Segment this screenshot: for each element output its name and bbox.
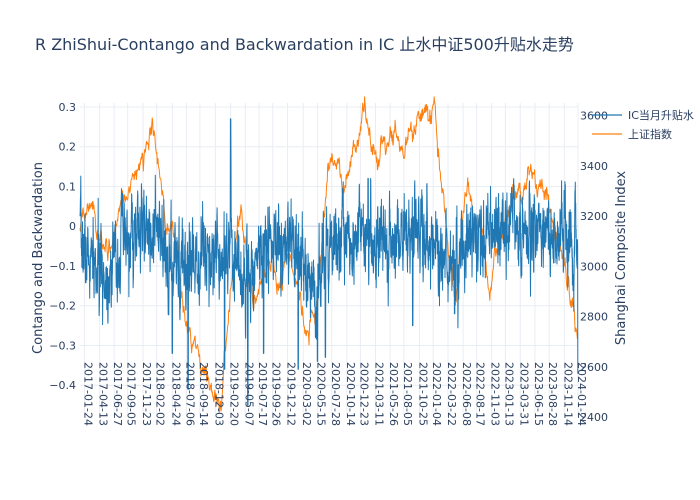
left-tick-label: −0.3: [49, 339, 76, 352]
series-line-contango: [79, 118, 579, 406]
x-tick-label: 2018-02-02: [154, 362, 167, 426]
right-tick-label: 3400: [580, 160, 608, 173]
right-axis: 3600 3400 3200 3000 2800 2600 2400: [580, 110, 608, 424]
right-tick-label: 3200: [580, 210, 608, 223]
x-tick-label: 2017-09-05: [125, 362, 138, 426]
x-tick-label: 2024-01-24: [575, 362, 588, 426]
x-tick-label: 2019-09-26: [270, 362, 283, 426]
x-tick-label: 2019-02-20: [228, 362, 241, 426]
x-tick-label: 2019-05-07: [242, 362, 255, 426]
left-tick-label: −0.2: [49, 300, 76, 313]
legend-item[interactable]: 上证指数: [592, 127, 672, 141]
right-axis-title: Shanghai Composite Index: [614, 171, 629, 346]
x-tick-label: 2020-07-28: [329, 362, 342, 426]
x-tick-label: 2023-06-15: [532, 362, 545, 426]
right-tick-label: 2400: [580, 411, 608, 424]
left-axis-title: Contango and Backwardation: [31, 162, 46, 354]
left-tick-label: 0.3: [59, 101, 77, 114]
x-tick-label: 2023-01-13: [502, 362, 515, 426]
x-tick-label: 2020-05-15: [315, 362, 328, 426]
x-tick-label: 2022-03-22: [445, 362, 458, 426]
x-tick-label: 2020-12-23: [357, 362, 370, 426]
x-tick-label: 2019-12-12: [285, 362, 298, 426]
left-tick-label: 0.2: [59, 141, 77, 154]
x-tick-label: 2021-03-11: [372, 362, 385, 426]
x-tick-label: 2020-03-02: [300, 362, 313, 426]
x-tick-label: 2021-08-05: [401, 362, 414, 426]
left-tick-label: −0.4: [49, 379, 76, 392]
left-tick-label: 0.1: [59, 180, 77, 193]
x-tick-label: 2018-09-14: [197, 362, 210, 426]
legend-label: IC当月升贴水: [628, 108, 694, 122]
x-tick-label: 2018-12-03: [212, 362, 225, 426]
chart-title: R ZhiShui-Contango and Backwardation in …: [35, 35, 574, 54]
x-tick-label: 2021-10-25: [416, 362, 429, 426]
x-tick-label: 2017-06-27: [111, 362, 124, 426]
x-tick-label: 2022-11-03: [489, 362, 502, 426]
x-tick-label: 2022-08-17: [474, 362, 487, 426]
left-tick-label: −0.1: [49, 260, 76, 273]
x-tick-label: 2018-04-24: [169, 362, 182, 426]
series-line-shanghai-index: [79, 96, 579, 413]
series-layer: [79, 96, 579, 413]
legend-item[interactable]: IC当月升贴水: [592, 108, 694, 122]
grid-lines: [80, 103, 579, 417]
x-tick-label: 2021-05-26: [387, 362, 400, 426]
right-tick-label: 2800: [580, 311, 608, 324]
x-tick-label: 2017-04-13: [97, 362, 110, 426]
x-tick-label: 2022-01-04: [430, 362, 443, 426]
x-tick-label: 2022-06-08: [460, 362, 473, 426]
x-tick-label: 2020-10-14: [344, 362, 357, 426]
x-tick-label: 2019-07-17: [256, 362, 269, 426]
x-tick-label: 2017-11-23: [140, 362, 153, 426]
left-tick-label: 0: [69, 220, 76, 233]
x-axis: 2017-01-24 2017-04-13 2017-06-27 2017-09-05…: [81, 362, 588, 426]
x-tick-label: 2023-03-31: [517, 362, 530, 426]
left-axis: 0.3 0.2 0.1 0 −0.1 −0.2 −0.3 −0.4: [49, 101, 76, 392]
x-tick-label: 2018-07-06: [183, 362, 196, 426]
x-tick-label: 2023-11-14: [561, 362, 574, 426]
right-tick-label: 3600: [580, 110, 608, 123]
x-tick-label: 2023-08-28: [546, 362, 559, 426]
right-tick-label: 3000: [580, 260, 608, 273]
x-tick-label: 2017-01-24: [81, 362, 94, 426]
legend-label: 上证指数: [628, 127, 672, 141]
right-tick-label: 2600: [580, 361, 608, 374]
